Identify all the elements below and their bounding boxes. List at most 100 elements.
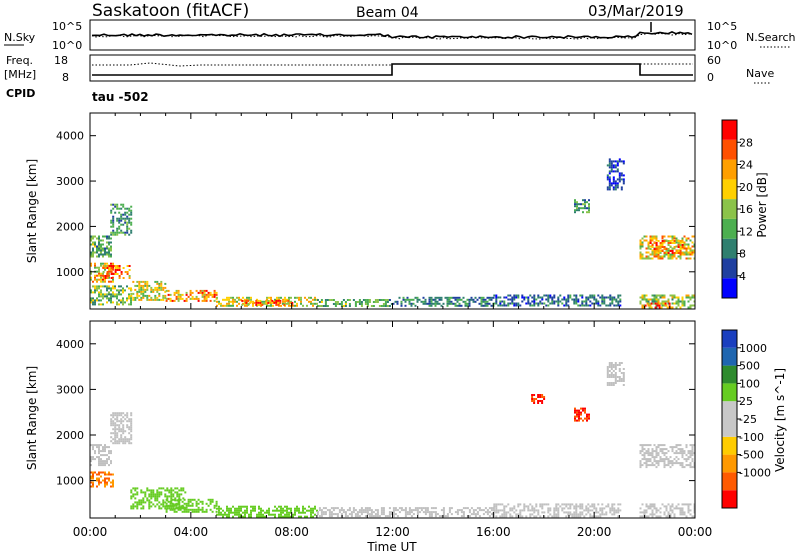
data-cell: [577, 298, 580, 301]
data-cell: [215, 291, 218, 294]
data-cell: [197, 498, 200, 501]
data-cell: [114, 422, 117, 425]
data-cell: [513, 511, 516, 514]
data-cell: [278, 298, 280, 301]
data-cell: [460, 304, 463, 307]
data-cell: [386, 515, 389, 518]
data-cell: [241, 303, 244, 306]
data-cell: [288, 296, 290, 299]
data-cell: [98, 266, 100, 269]
data-cell: [98, 473, 100, 476]
data-cell: [173, 508, 176, 511]
data-cell: [581, 294, 584, 297]
data-cell: [645, 239, 648, 242]
data-cell: [252, 302, 254, 305]
data-cell: [687, 245, 690, 248]
data-cell: [252, 505, 254, 508]
data-cell: [360, 511, 363, 514]
data-cell: [591, 509, 594, 512]
data-cell: [622, 178, 625, 181]
data-cell: [474, 515, 477, 518]
data-cell: [94, 299, 96, 302]
data-cell: [649, 513, 652, 516]
data-cell: [122, 432, 125, 435]
data-cell: [120, 203, 123, 206]
data-cell: [344, 511, 347, 514]
data-cell: [464, 300, 467, 303]
data-cell: [639, 452, 642, 455]
data-cell: [663, 448, 666, 451]
data-cell: [622, 174, 625, 177]
data-cell: [659, 448, 662, 451]
freq-tick-bottom: 8: [62, 71, 69, 84]
data-cell: [679, 240, 682, 242]
data-cell: [651, 249, 654, 252]
data-cell: [289, 301, 292, 304]
data-cell: [226, 513, 228, 516]
data-cell: [655, 511, 658, 514]
data-cell: [531, 398, 534, 400]
data-cell: [507, 511, 510, 514]
data-cell: [104, 464, 106, 467]
data-cell: [675, 306, 678, 309]
data-cell: [531, 394, 534, 396]
data-cell: [539, 515, 542, 518]
data-cell: [114, 267, 117, 269]
data-cell: [553, 302, 556, 305]
data-cell: [659, 255, 662, 258]
data-cell: [189, 289, 192, 292]
data-cell: [586, 415, 588, 418]
data-cell: [599, 507, 602, 510]
data-cell: [683, 253, 686, 256]
data-cell: [497, 304, 500, 307]
data-cell: [679, 513, 682, 516]
data-cell: [336, 303, 339, 305]
data-cell: [124, 213, 127, 216]
data-cell: [543, 294, 546, 297]
data-cell: [170, 489, 173, 492]
data-cell: [406, 513, 409, 516]
data-cell: [671, 306, 674, 309]
data-cell: [120, 231, 123, 234]
data-cell: [511, 300, 514, 303]
data-cell: [608, 364, 611, 366]
data-cell: [102, 262, 104, 265]
data-cell: [108, 464, 110, 467]
data-cell: [675, 257, 678, 260]
data-cell: [669, 253, 672, 256]
data-cell: [410, 298, 413, 301]
data-cell: [90, 235, 92, 238]
data-cell: [238, 509, 240, 512]
data-cell: [691, 450, 694, 453]
data-cell: [382, 305, 385, 307]
data-cell: [669, 446, 672, 449]
data-cell: [164, 290, 167, 293]
data-cell: [599, 513, 602, 516]
data-cell: [185, 506, 188, 509]
data-cell: [583, 509, 586, 512]
data-cell: [94, 251, 96, 254]
data-cell: [354, 305, 357, 307]
data-cell: [664, 302, 667, 305]
data-cell: [679, 507, 682, 510]
data-cell: [618, 370, 621, 372]
data-cell: [220, 513, 222, 516]
data-cell: [576, 415, 578, 418]
data-cell: [102, 285, 104, 288]
data-cell: [124, 289, 126, 292]
data-cell: [614, 372, 617, 374]
data-cell: [691, 446, 694, 449]
data-cell: [691, 458, 694, 461]
data-cell: [183, 502, 186, 505]
data-cell: [312, 302, 314, 305]
data-cell: [428, 304, 431, 307]
data-cell: [274, 298, 276, 301]
data-cell: [201, 500, 204, 503]
velocity-colorbar-swatch: [722, 383, 737, 402]
data-cell: [647, 444, 650, 447]
data-cell: [94, 287, 96, 290]
data-cell: [533, 400, 536, 402]
data-cell: [677, 462, 680, 465]
data-cell: [547, 296, 550, 299]
data-cell: [608, 180, 611, 183]
